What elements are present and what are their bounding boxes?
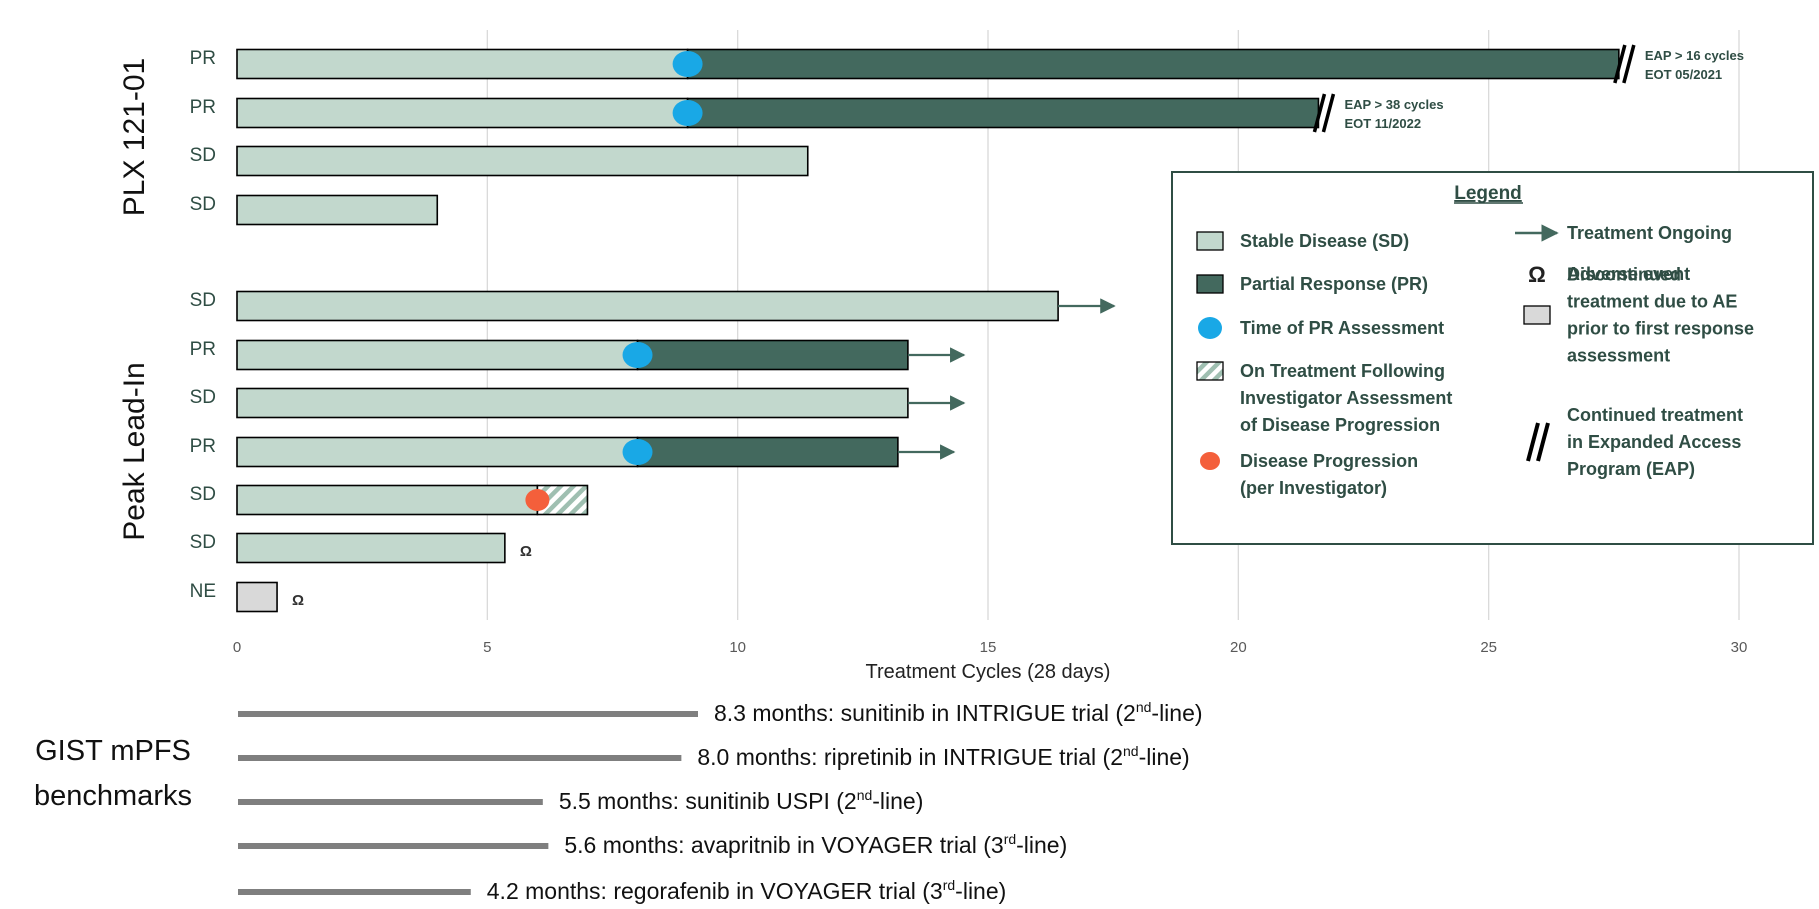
legend-label: Discontinued <box>1567 265 1681 285</box>
x-axis-title: Treatment Cycles (28 days) <box>866 661 1111 683</box>
pr-bar <box>686 48 1620 80</box>
sd-bar <box>236 484 539 516</box>
sd-bar <box>236 48 689 80</box>
benchmark-label: 8.3 months: sunitinib in INTRIGUE trial … <box>714 699 1203 726</box>
eap-slash <box>1613 44 1627 84</box>
legend-label: Investigator Assessment <box>1240 388 1452 408</box>
legend-label: Program (EAP) <box>1567 459 1695 479</box>
sd-bar <box>236 194 439 226</box>
sd-bar <box>236 290 1059 322</box>
response-label: NE <box>190 581 216 602</box>
legend-label: Continued treatment <box>1567 405 1743 425</box>
legend-label: On Treatment Following <box>1240 361 1445 381</box>
legend-label: Stable Disease (SD) <box>1240 231 1409 251</box>
legend-label: Treatment Ongoing <box>1567 223 1732 243</box>
response-label: SD <box>190 484 216 505</box>
pr-assessment-marker <box>672 100 703 126</box>
benchmark-label: 5.6 months: avapritnib in VOYAGER trial … <box>564 831 1067 858</box>
x-tick-label: 25 <box>1480 639 1497 656</box>
legend-label: Adverse event <box>1567 264 1690 284</box>
eap-slash <box>1622 44 1636 84</box>
eap-note: EOT 05/2021 <box>1645 67 1722 82</box>
ae-discontinued-bar <box>236 581 278 613</box>
sd-bar <box>236 97 689 129</box>
eap-note: EAP > 16 cycles <box>1645 48 1744 63</box>
legend-symbol-ae: Ω <box>1528 262 1546 287</box>
response-label: PR <box>190 436 216 457</box>
patient-bars: PLX 121-01 PR EAP > 16 cycles EOT 05/2021 PR… <box>118 44 1744 613</box>
adverse-event-symbol: Ω <box>520 543 532 560</box>
progression-marker <box>525 489 550 511</box>
post-progression-bar <box>536 484 589 516</box>
response-label: PR <box>190 339 216 360</box>
response-label: SD <box>190 290 216 311</box>
x-tick-label: 5 <box>483 639 491 656</box>
pr-assessment-marker <box>672 51 703 77</box>
legend-symbol-pr <box>1196 274 1224 294</box>
response-label: SD <box>190 194 216 215</box>
pr-assessment-marker <box>622 439 653 465</box>
group-label: PLX 121-01 <box>118 58 151 216</box>
benchmarks-title: benchmarks <box>34 780 192 812</box>
response-label: SD <box>190 145 216 166</box>
eap-slash <box>1321 93 1336 133</box>
x-axis: 0 5 10 15 20 25 30 Treatment Cycles (28 days) <box>233 639 1748 683</box>
response-label: PR <box>190 97 216 118</box>
legend-symbol-progression <box>1200 452 1220 470</box>
legend-label: in Expanded Access <box>1567 432 1741 452</box>
pr-bar <box>636 339 909 371</box>
response-label: PR <box>190 48 216 69</box>
eap-note: EAP > 38 cycles <box>1344 97 1443 112</box>
pr-assessment-marker <box>622 342 653 368</box>
eap-slash <box>1312 93 1327 133</box>
benchmark-label: 8.0 months: ripretinib in INTRIGUE trial… <box>697 743 1189 770</box>
legend-box <box>1171 171 1814 545</box>
legend-label: assessment <box>1567 346 1670 366</box>
legend-symbol-discontinued <box>1523 305 1551 325</box>
x-tick-label: 15 <box>980 639 997 656</box>
sd-bar <box>236 339 639 371</box>
x-tick-label: 10 <box>729 639 746 656</box>
mpfs-benchmarks: GIST mPFS benchmarks 8.3 months: sunitinib… <box>34 699 1203 904</box>
legend-label: treatment due to AE <box>1567 292 1737 312</box>
legend-symbol-hatch <box>1196 361 1224 381</box>
pr-bar <box>686 97 1320 129</box>
x-tick-label: 30 <box>1731 639 1748 656</box>
legend-symbol-eap <box>1526 422 1540 462</box>
sd-bar <box>236 436 639 468</box>
eap-note: EOT 11/2022 <box>1344 116 1421 131</box>
sd-bar <box>236 145 809 177</box>
benchmark-label: 5.5 months: sunitinib USPI (2nd-line) <box>559 787 924 814</box>
legend: Legend Stable Disease (SD) Partial Respons… <box>1171 171 1814 545</box>
legend-label: Time of PR Assessment <box>1240 318 1444 338</box>
legend-label: Partial Response (PR) <box>1240 274 1428 294</box>
legend-symbol-assessment <box>1198 317 1222 339</box>
benchmark-label: 4.2 months: regorafenib in VOYAGER trial… <box>487 877 1007 904</box>
benchmarks-title: GIST mPFS <box>35 735 191 767</box>
sd-bar <box>236 532 506 564</box>
legend-label: prior to first response <box>1567 319 1754 339</box>
legend-symbol-sd <box>1196 231 1224 251</box>
legend-symbol-eap <box>1536 422 1550 462</box>
adverse-event-symbol: Ω <box>292 592 304 609</box>
group-label: Peak Lead-In <box>118 362 151 540</box>
legend-label: Disease Progression <box>1240 451 1418 471</box>
x-tick-label: 0 <box>233 639 241 656</box>
legend-label: of Disease Progression <box>1240 415 1440 435</box>
response-label: SD <box>190 387 216 408</box>
sd-bar <box>236 387 909 419</box>
response-label: SD <box>190 532 216 553</box>
legend-label: (per Investigator) <box>1240 478 1387 498</box>
pr-bar <box>636 436 899 468</box>
legend-title: Legend <box>1454 183 1522 204</box>
x-tick-label: 20 <box>1230 639 1247 656</box>
